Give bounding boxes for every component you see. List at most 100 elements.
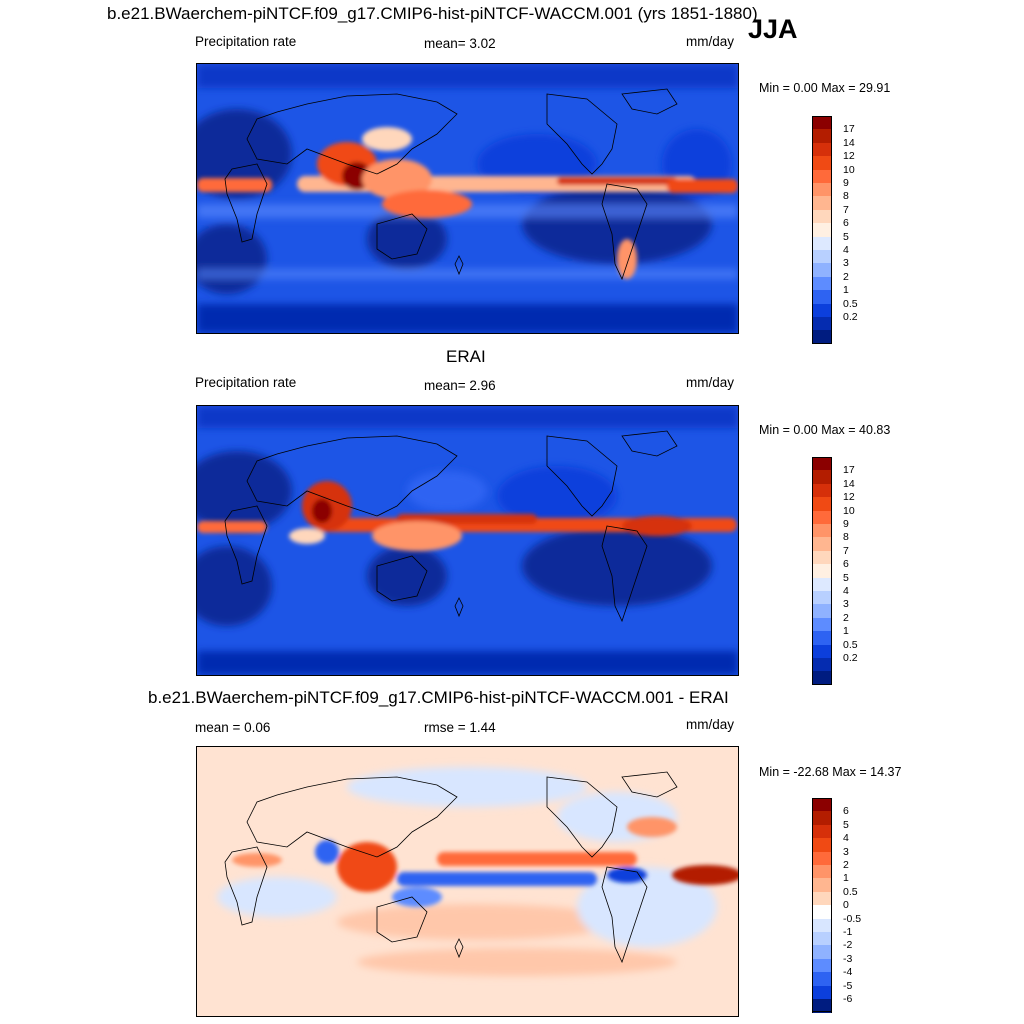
colorbar-tick-label: 1 [843, 872, 849, 885]
colorbar-swatch [812, 945, 832, 960]
colorbar-swatch [812, 524, 832, 538]
panel1-map-svg [197, 64, 738, 333]
colorbar-swatch [812, 483, 832, 498]
colorbar-tick-label: -3 [843, 952, 853, 965]
colorbar-tick-label: 2 [843, 270, 849, 283]
colorbar-swatch [812, 932, 832, 946]
colorbar-tick-label: 6 [843, 805, 849, 818]
coastlines [224, 88, 678, 281]
colorbar-swatch [812, 958, 832, 973]
colorbar-swatch [812, 156, 832, 171]
colorbar-tick-label: -0.5 [843, 912, 862, 925]
colorbar-swatch [812, 317, 832, 331]
colorbar-swatch [812, 276, 832, 291]
colorbar-swatch [812, 577, 832, 592]
colorbar-swatch [812, 209, 832, 224]
colorbar-tick-label: 4 [843, 244, 849, 256]
panel2-colorbar [812, 457, 832, 686]
coastlines [224, 430, 678, 623]
panel1-units-label: mm/day [686, 34, 735, 49]
precip-field-high [197, 127, 738, 279]
colorbar-swatch [812, 798, 832, 812]
colorbar-swatch [812, 470, 832, 485]
colorbar-tick-label: -6 [843, 993, 853, 1005]
colorbar-tick-label: 7 [843, 544, 849, 557]
season-label: JJA [748, 14, 798, 44]
colorbar-tick-label: 6 [843, 217, 849, 230]
colorbar-tick-label: 0.5 [843, 297, 858, 310]
colorbar-tick-label: 17 [843, 123, 855, 136]
panel3-map [196, 746, 739, 1017]
colorbar-tick-label: 1 [843, 625, 849, 638]
panel2-map-svg [197, 406, 738, 675]
colorbar-tick-label: 2 [843, 859, 849, 871]
colorbar-swatch [812, 851, 832, 866]
colorbar-tick-label: 0 [843, 899, 849, 912]
colorbar-swatch [812, 142, 832, 157]
colorbar-tick-label: -4 [843, 966, 853, 979]
colorbar-swatch [812, 838, 832, 853]
colorbar-tick-label: 0.5 [843, 885, 858, 898]
colorbar-swatch [812, 510, 832, 525]
colorbar-swatch [812, 330, 832, 345]
colorbar-swatch [812, 196, 832, 211]
colorbar-swatch [812, 497, 832, 512]
colorbar-swatch [812, 905, 832, 920]
panel3-map-svg [197, 747, 738, 1016]
colorbar-tick-label: 5 [843, 818, 849, 831]
colorbar-tick-label: 8 [843, 531, 849, 544]
colorbar-swatch [812, 537, 832, 552]
colorbar-swatch [812, 671, 832, 686]
colorbar-swatch [812, 918, 832, 933]
colorbar-swatch [812, 263, 832, 278]
panel3-minmax-label: Min = -22.68 Max = 14.37 [759, 765, 902, 779]
panel2-variable-label: Precipitation rate [195, 375, 297, 390]
panel1-title: b.e21.BWaerchem-piNTCF.f09_g17.CMIP6-his… [107, 4, 758, 23]
colorbar-swatch [812, 550, 832, 565]
colorbar-swatch [812, 658, 832, 672]
colorbar-swatch [812, 811, 832, 826]
colorbar-swatch [812, 564, 832, 579]
colorbar-tick-label: 9 [843, 177, 849, 189]
panel2-minmax-label: Min = 0.00 Max = 40.83 [759, 423, 891, 437]
colorbar-swatch [812, 116, 832, 130]
panel3-mean-label: mean = 0.06 [195, 720, 271, 735]
colorbar-tick-label: 14 [843, 136, 855, 149]
colorbar-tick-label: 5 [843, 571, 849, 584]
colorbar-swatch [812, 824, 832, 839]
colorbar-swatch [812, 985, 832, 1000]
colorbar-tick-label: 4 [843, 832, 849, 845]
panel2-map [196, 405, 739, 676]
colorbar-tick-label: 6 [843, 558, 849, 571]
colorbar-tick-label: 3 [843, 257, 849, 270]
coastlines [224, 771, 678, 964]
colorbar-tick-label: 3 [843, 845, 849, 858]
colorbar-swatch [812, 290, 832, 305]
panel1-colorbar [812, 116, 832, 345]
precip-field-base [197, 406, 738, 675]
colorbar-swatch [812, 236, 832, 251]
colorbar-swatch [812, 183, 832, 197]
colorbar-tick-label: -2 [843, 939, 853, 952]
colorbar-tick-label: 3 [843, 598, 849, 611]
colorbar-tick-label: 10 [843, 504, 855, 517]
panel2-mean-label: mean= 2.96 [424, 378, 496, 393]
colorbar-tick-label: 0.2 [843, 652, 858, 664]
colorbar-tick-label: 8 [843, 190, 849, 203]
colorbar-tick-label: 12 [843, 491, 855, 504]
colorbar-swatch [812, 878, 832, 893]
colorbar-swatch [812, 250, 832, 264]
panel2-title: ERAI [446, 347, 486, 366]
colorbar-swatch [812, 865, 832, 879]
colorbar-swatch [812, 631, 832, 646]
colorbar-swatch [812, 604, 832, 619]
colorbar-swatch [812, 617, 832, 632]
colorbar-tick-label: 9 [843, 518, 849, 530]
colorbar-tick-label: 0.2 [843, 311, 858, 323]
colorbar-tick-label: 14 [843, 477, 855, 490]
colorbar-tick-label: 17 [843, 464, 855, 477]
panel3-title: b.e21.BWaerchem-piNTCF.f09_g17.CMIP6-his… [148, 688, 729, 707]
panel3-rmse-label: rmse = 1.44 [424, 720, 496, 735]
panel1-variable-label: Precipitation rate [195, 34, 297, 49]
colorbar-swatch [812, 303, 832, 318]
